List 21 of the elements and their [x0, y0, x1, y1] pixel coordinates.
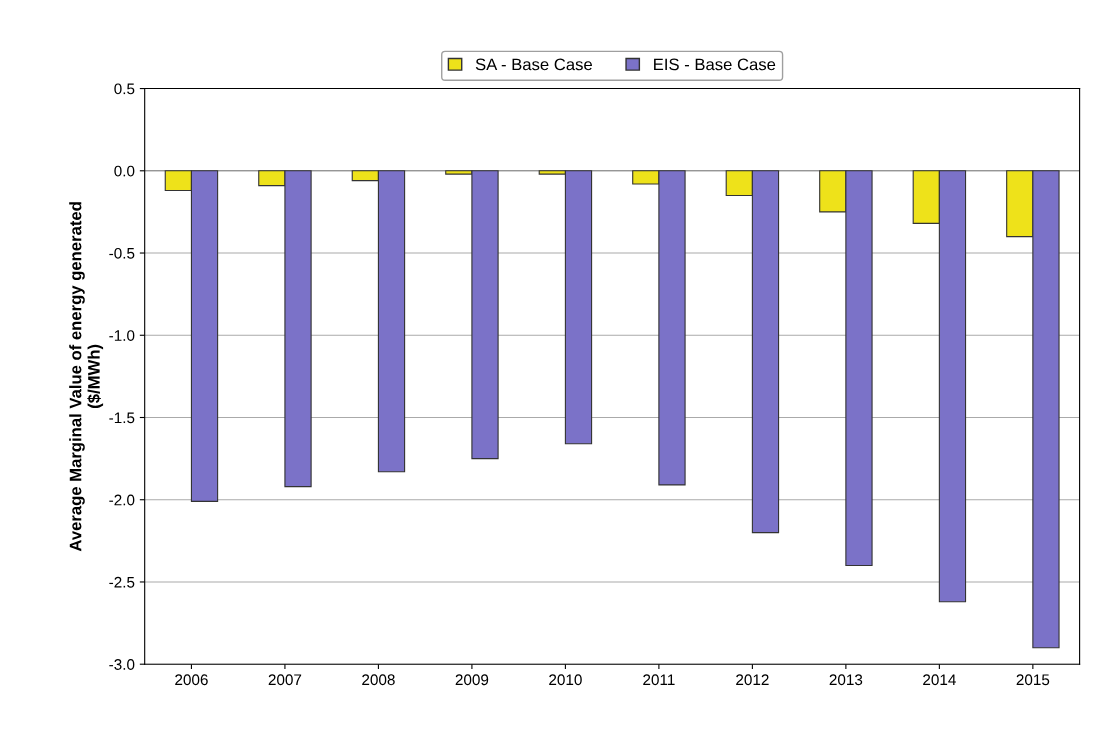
- legend-label: SA - Base Case: [475, 58, 592, 71]
- x-tick-label: 2012: [736, 674, 769, 686]
- x-tick-label: 2009: [455, 674, 489, 686]
- y-tick-label: -2.0: [109, 494, 135, 506]
- y-tick-label: -1.0: [109, 330, 135, 341]
- x-tick-label: 2010: [549, 674, 582, 686]
- x-tick-label: 2013: [829, 674, 863, 686]
- y-tick-label: 0.0: [114, 165, 135, 177]
- y-tick-label: -3.0: [109, 659, 135, 670]
- x-tick-label: 2014: [923, 674, 956, 686]
- y-axis-title: Average Marginal Value of energy generated ($/MWh): [69, 202, 104, 552]
- y-tick-label: -1.5: [109, 412, 135, 424]
- x-tick-label: 2015: [1016, 674, 1050, 686]
- legend-label: EIS - Base Case: [654, 58, 776, 71]
- y-tick-label: -0.5: [109, 247, 135, 259]
- x-tick-label: 2008: [362, 674, 395, 686]
- y-tick-label: 0.5: [114, 83, 135, 95]
- x-tick-label: 2006: [175, 674, 208, 686]
- x-tick-label: 2007: [268, 674, 302, 686]
- x-tick-label: 2011: [643, 674, 675, 686]
- y-tick-label: -2.5: [109, 576, 135, 588]
